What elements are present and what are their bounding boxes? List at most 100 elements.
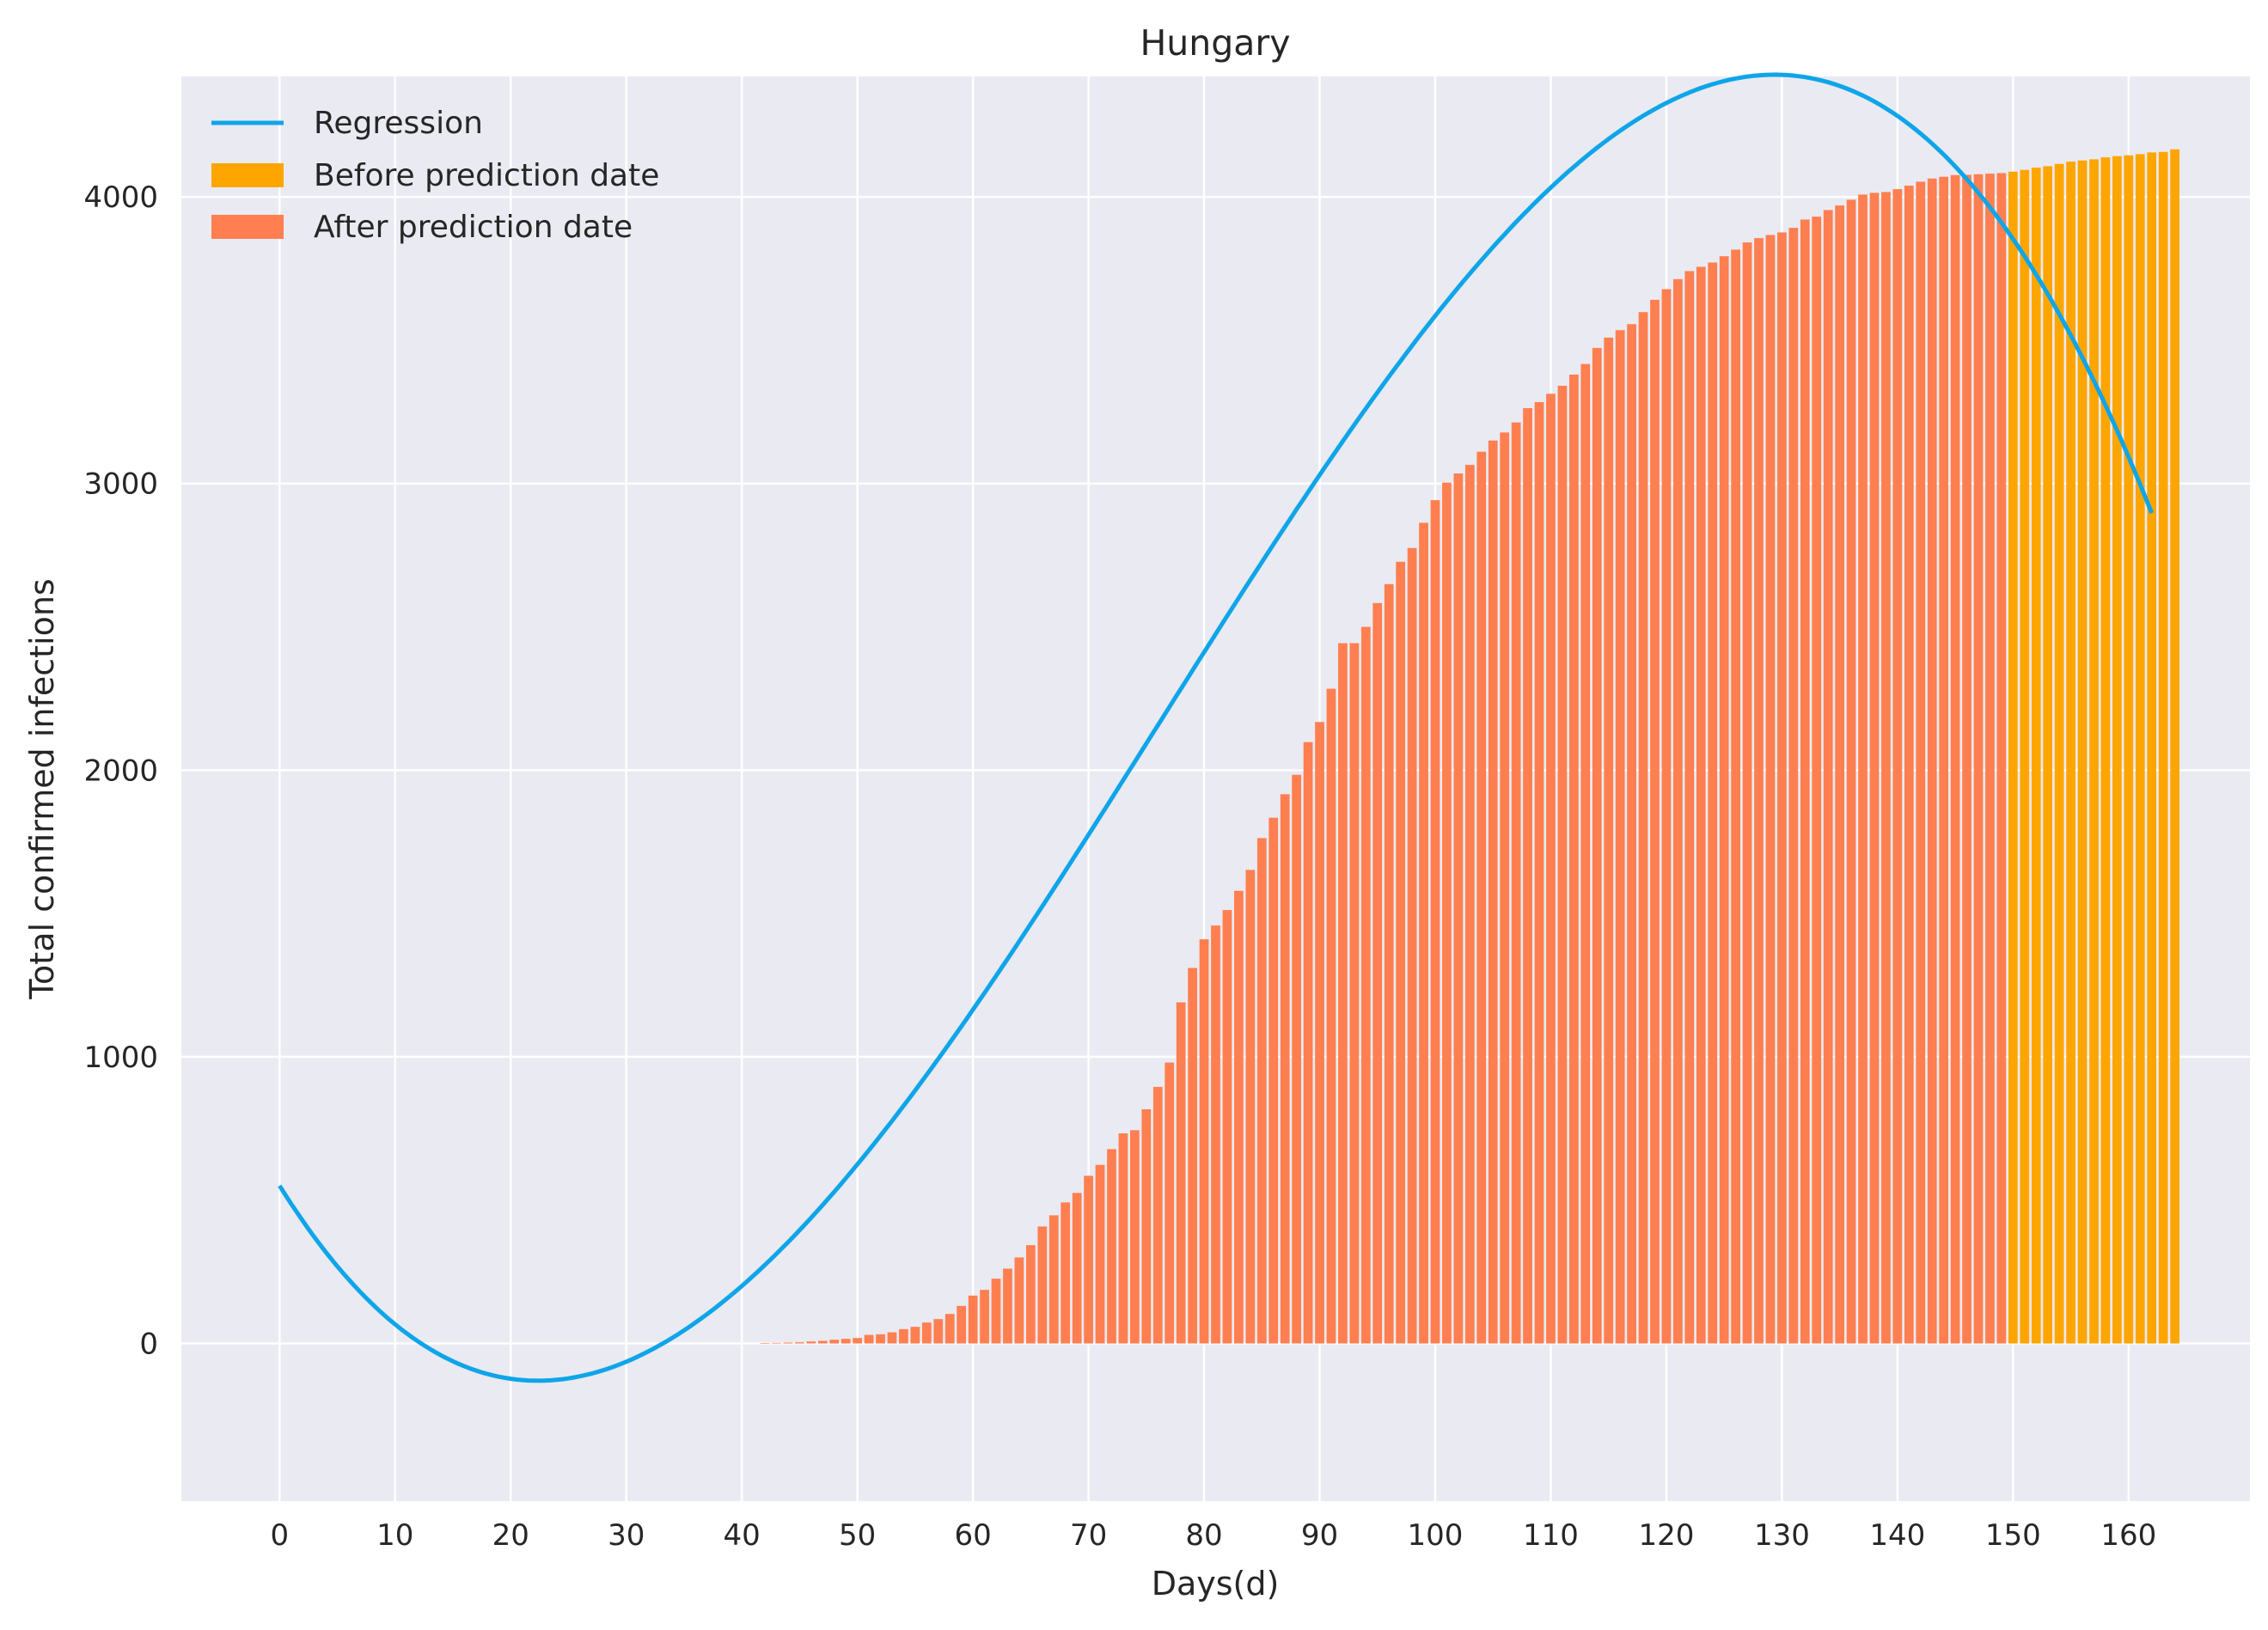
regression-line — [278, 72, 2155, 1383]
bar-after-prediction — [1315, 722, 1324, 1344]
bar-before-prediction — [2100, 157, 2111, 1344]
bar-after-prediction — [1916, 181, 1926, 1344]
bar-after-prediction — [1627, 324, 1636, 1344]
bar-after-prediction — [1488, 440, 1498, 1344]
bar-after-prediction — [1061, 1202, 1071, 1344]
bar-after-prediction — [1199, 939, 1209, 1344]
bar-before-prediction — [2020, 169, 2030, 1344]
bar-after-prediction — [1754, 238, 1764, 1344]
bar-after-prediction — [1141, 1108, 1152, 1344]
bar-after-prediction — [1557, 385, 1568, 1344]
bar-after-prediction — [1048, 1215, 1059, 1344]
bar-after-prediction — [783, 1342, 793, 1344]
bar-after-prediction — [1384, 583, 1394, 1344]
bar-after-prediction — [1442, 482, 1452, 1344]
bar-after-prediction — [1419, 522, 1428, 1344]
bar-after-prediction — [1072, 1193, 1082, 1344]
bar-after-prediction — [1846, 199, 1856, 1344]
bar-after-prediction — [795, 1342, 804, 1344]
x-tick-label: 30 — [608, 1518, 645, 1553]
bar-before-prediction — [2135, 154, 2145, 1344]
bar-after-prediction — [1360, 626, 1371, 1344]
bars — [760, 149, 2179, 1344]
bar-after-prediction — [1927, 178, 1937, 1344]
bar-after-prediction — [1650, 299, 1660, 1344]
bar-after-prediction — [910, 1327, 920, 1344]
x-tick-label: 60 — [954, 1518, 991, 1553]
bar-after-prediction — [864, 1334, 874, 1344]
x-tick-label: 70 — [1070, 1518, 1107, 1553]
x-tick-label: 0 — [270, 1518, 289, 1553]
bar-after-prediction — [1326, 688, 1336, 1344]
bar-after-prediction — [1303, 742, 1313, 1344]
x-tick-label: 10 — [376, 1518, 413, 1553]
bar-after-prediction — [1823, 210, 1833, 1344]
bar-after-prediction — [841, 1339, 851, 1344]
x-axis-label: Days(d) — [1152, 1565, 1280, 1603]
bar-before-prediction — [2170, 149, 2179, 1344]
bar-after-prediction — [1396, 561, 1406, 1344]
bar-after-prediction — [876, 1334, 885, 1344]
bar-after-prediction — [1349, 643, 1360, 1344]
bar-before-prediction — [2008, 171, 2018, 1344]
legend-swatch-before — [211, 163, 284, 187]
bar-before-prediction — [2054, 163, 2064, 1344]
legend-label-regression: Regression — [314, 106, 483, 141]
bar-after-prediction — [921, 1322, 932, 1344]
bar-before-prediction — [2089, 159, 2099, 1344]
x-tick-label: 100 — [1408, 1518, 1464, 1553]
bar-before-prediction — [2147, 152, 2157, 1344]
x-tick-label: 80 — [1185, 1518, 1222, 1553]
bar-after-prediction — [1800, 219, 1810, 1344]
bar-after-prediction — [1464, 465, 1475, 1344]
bar-after-prediction — [1407, 547, 1417, 1344]
bar-after-prediction — [1661, 289, 1672, 1344]
bar-after-prediction — [1962, 174, 1972, 1344]
bar-after-prediction — [1858, 194, 1868, 1344]
bar-after-prediction — [1372, 602, 1383, 1344]
y-tick-label: 4000 — [83, 180, 158, 215]
y-tick-label: 2000 — [83, 754, 158, 788]
bar-after-prediction — [853, 1338, 863, 1344]
y-tick-label: 0 — [139, 1328, 158, 1362]
bar-after-prediction — [1292, 774, 1302, 1344]
x-tick-label: 90 — [1301, 1518, 1338, 1553]
x-tick-label: 40 — [724, 1518, 761, 1553]
bar-after-prediction — [817, 1340, 828, 1344]
bar-after-prediction — [1592, 347, 1602, 1344]
y-tick-label: 1000 — [83, 1041, 158, 1075]
bar-after-prediction — [1939, 176, 1949, 1344]
bar-after-prediction — [1672, 278, 1683, 1344]
x-tick-label: 140 — [1869, 1518, 1925, 1553]
bar-after-prediction — [1812, 217, 1822, 1344]
bar-after-prediction — [1014, 1257, 1024, 1344]
bar-after-prediction — [1835, 205, 1845, 1344]
bar-after-prediction — [1777, 232, 1787, 1344]
bar-after-prediction — [1788, 228, 1799, 1344]
bar-after-prediction — [1152, 1086, 1163, 1344]
bar-after-prediction — [1280, 794, 1290, 1344]
bar-before-prediction — [2031, 168, 2041, 1344]
bar-after-prediction — [1500, 432, 1510, 1344]
bar-after-prediction — [944, 1314, 955, 1344]
bar-before-prediction — [2112, 156, 2122, 1344]
bar-after-prediction — [760, 1343, 770, 1344]
bar-after-prediction — [1985, 174, 1995, 1344]
bar-after-prediction — [1037, 1226, 1048, 1344]
bar-after-prediction — [1256, 838, 1267, 1344]
bar-before-prediction — [2077, 160, 2088, 1344]
bar-after-prediction — [1892, 189, 1903, 1344]
x-tick-label: 50 — [839, 1518, 876, 1553]
bar-after-prediction — [1534, 401, 1544, 1344]
bar-after-prediction — [1904, 186, 1914, 1344]
bar-after-prediction — [887, 1332, 897, 1344]
bar-after-prediction — [1973, 174, 1984, 1344]
bar-after-prediction — [1696, 266, 1706, 1344]
bar-after-prediction — [1684, 271, 1695, 1344]
bar-after-prediction — [1025, 1245, 1036, 1344]
x-tick-label: 130 — [1754, 1518, 1810, 1553]
bar-after-prediction — [1245, 870, 1256, 1344]
bar-after-prediction — [1176, 1002, 1186, 1344]
bar-after-prediction — [1996, 173, 2007, 1344]
bar-after-prediction — [1118, 1132, 1128, 1344]
